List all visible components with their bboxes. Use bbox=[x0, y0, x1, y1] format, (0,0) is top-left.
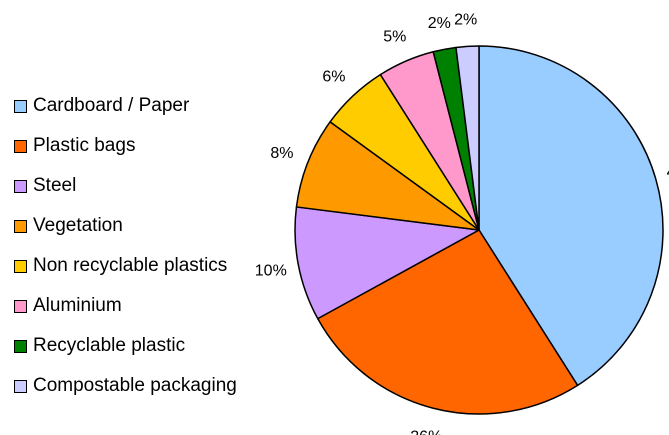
slice-cardboard-paper bbox=[478, 45, 664, 387]
legend-swatch bbox=[14, 299, 27, 313]
legend-swatch bbox=[14, 179, 27, 193]
legend-item-compostable-packaging: Compostable packaging bbox=[14, 366, 237, 406]
data-label-vegetation: 8% bbox=[270, 145, 293, 162]
legend-swatch bbox=[14, 219, 27, 233]
legend-label: Plastic bags bbox=[33, 135, 136, 156]
legend-label: Compostable packaging bbox=[33, 375, 237, 396]
data-label-cardboard-paper: 41% bbox=[667, 164, 669, 181]
legend-label: Vegetation bbox=[33, 215, 123, 236]
slice-plastic-bags bbox=[317, 229, 579, 415]
data-label-compostable-packaging: 2% bbox=[454, 11, 477, 28]
legend-item-recyclable-plastic: Recyclable plastic bbox=[14, 326, 237, 366]
data-label-recyclable-plastic: 2% bbox=[428, 15, 451, 32]
slice-steel bbox=[294, 206, 480, 320]
legend-item-plastic-bags: Plastic bags bbox=[14, 126, 237, 166]
legend-item-steel: Steel bbox=[14, 166, 237, 206]
chart-legend: Cardboard / Paper Plastic bags Steel Vegeta… bbox=[14, 86, 237, 406]
data-label-plastic-bags: 26% bbox=[410, 428, 442, 435]
legend-item-aluminium: Aluminium bbox=[14, 286, 237, 326]
legend-swatch bbox=[14, 379, 27, 393]
data-label-aluminium: 5% bbox=[383, 28, 406, 45]
legend-item-non-recyclable-plastics: Non recyclable plastics bbox=[14, 246, 237, 286]
slice-vegetation bbox=[295, 121, 480, 231]
legend-item-vegetation: Vegetation bbox=[14, 206, 237, 246]
legend-swatch bbox=[14, 139, 27, 153]
legend-swatch bbox=[14, 99, 27, 113]
pie-slices bbox=[294, 45, 664, 415]
legend-label: Recyclable plastic bbox=[33, 335, 186, 356]
legend-label: Cardboard / Paper bbox=[33, 95, 190, 116]
slice-compostable-packaging bbox=[455, 45, 480, 231]
legend-swatch bbox=[14, 259, 27, 273]
legend-swatch bbox=[14, 339, 27, 353]
legend-label: Aluminium bbox=[33, 295, 122, 316]
legend-label: Non recyclable plastics bbox=[33, 255, 228, 276]
data-label-non-recyclable-plastics: 6% bbox=[322, 69, 345, 86]
legend-item-cardboard-paper: Cardboard / Paper bbox=[14, 86, 237, 126]
legend-label: Steel bbox=[33, 175, 77, 196]
data-label-steel: 10% bbox=[255, 263, 287, 280]
pie-data-labels: 41% 26% 10% 8% 6% 5% 2%2% bbox=[255, 11, 669, 435]
